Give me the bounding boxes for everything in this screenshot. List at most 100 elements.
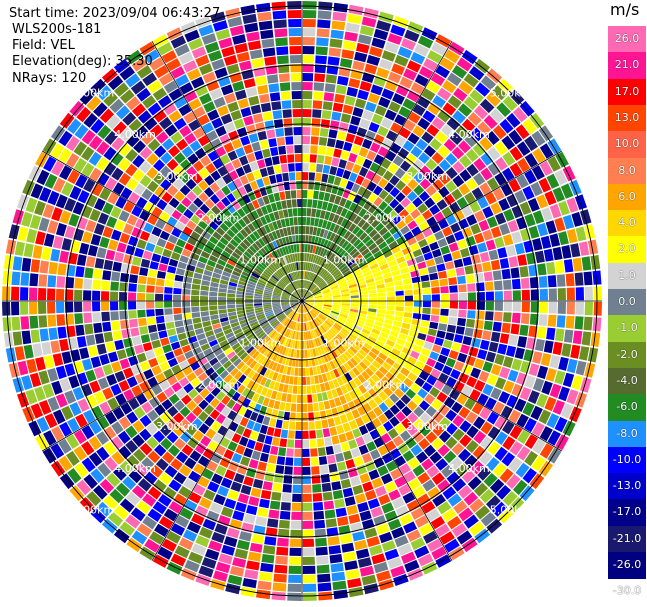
radar-gate <box>531 165 545 180</box>
radar-gate <box>141 132 155 145</box>
radar-gate <box>136 196 148 209</box>
radar-gate <box>307 394 313 403</box>
radar-gate <box>261 554 275 564</box>
radar-gate <box>516 141 531 156</box>
radar-gate <box>445 180 457 193</box>
radar-gate <box>347 245 355 254</box>
radar-gate <box>204 41 220 54</box>
radar-gate <box>316 564 330 574</box>
radar-gate <box>304 291 309 298</box>
radar-gate <box>458 80 474 95</box>
radar-gate <box>311 466 320 475</box>
radar-gate <box>164 465 178 478</box>
radar-gate <box>339 283 348 289</box>
radar-gate <box>158 516 174 530</box>
radar-gate <box>524 375 536 389</box>
radar-gate <box>339 313 348 319</box>
radar-gate <box>181 197 192 208</box>
radar-gate <box>566 197 579 213</box>
radar-gate <box>211 58 225 71</box>
radar-gate <box>268 370 275 380</box>
radar-gate <box>294 367 299 376</box>
radar-gate <box>288 565 302 574</box>
radar-gate <box>312 287 319 294</box>
radar-gate <box>348 513 361 524</box>
radar-gate <box>339 414 348 424</box>
radar-gate <box>342 422 352 433</box>
radar-gate <box>407 457 420 470</box>
radar-gate <box>304 304 310 311</box>
radar-gate <box>545 368 557 382</box>
radar-gate <box>302 280 305 289</box>
radar-gate <box>110 383 122 396</box>
radar-gate <box>291 358 296 367</box>
radar-gate <box>413 406 425 418</box>
radar-gate <box>458 448 471 462</box>
radar-gate <box>69 185 82 200</box>
radar-gate <box>372 360 382 369</box>
radar-gate <box>445 261 455 270</box>
radar-gate <box>386 291 395 297</box>
radar-gate <box>273 291 282 296</box>
radar-gate <box>540 353 552 367</box>
radar-gate <box>291 511 302 520</box>
radar-gate <box>223 142 234 153</box>
radar-gate <box>223 54 238 66</box>
radar-gate <box>104 411 118 425</box>
radar-gate <box>264 120 275 130</box>
radar-gate <box>285 287 293 293</box>
radar-gate <box>282 266 288 275</box>
radar-gate <box>200 285 210 291</box>
radar-gate <box>391 63 405 76</box>
radar-gate <box>202 377 212 387</box>
radar-gate <box>511 383 523 397</box>
radar-gate <box>311 287 319 293</box>
radar-gate <box>254 293 263 297</box>
radar-gate <box>359 80 372 92</box>
radar-gate <box>494 446 508 461</box>
radar-gate <box>458 301 467 310</box>
radar-gate <box>425 158 438 171</box>
radar-gate <box>94 198 106 211</box>
radar-gate <box>294 253 298 262</box>
radar-gate <box>236 290 245 295</box>
radar-gate <box>233 413 243 424</box>
radar-gate <box>574 316 584 330</box>
radar-gate <box>337 75 349 86</box>
radar-gate <box>230 274 240 281</box>
radar-gate <box>216 352 226 361</box>
radar-gate <box>473 105 489 120</box>
radar-gate <box>227 304 236 309</box>
radar-gate <box>168 444 181 457</box>
radar-gate <box>430 315 440 323</box>
radar-gate <box>291 82 302 91</box>
radar-gate <box>222 208 232 218</box>
radar-gate <box>352 107 364 118</box>
radar-gate <box>308 253 312 262</box>
radar-gate <box>138 317 147 327</box>
radar-gate <box>305 331 308 340</box>
radar-gate <box>393 573 409 586</box>
radar-gate <box>295 235 299 244</box>
radar-gate <box>314 305 322 309</box>
radar-gate <box>566 301 575 315</box>
radar-gate <box>419 178 431 190</box>
radar-gate <box>237 260 246 268</box>
radar-gate <box>246 346 255 354</box>
radar-gate <box>337 461 347 472</box>
radar-gate <box>395 306 404 312</box>
radar-gate <box>142 342 153 352</box>
radar-gate <box>272 240 279 250</box>
radar-gate <box>311 208 317 217</box>
radar-gate <box>284 328 290 337</box>
radar-gate <box>217 75 231 87</box>
radar-gate <box>289 311 295 319</box>
radar-gate <box>193 197 204 208</box>
radar-gate <box>395 84 409 97</box>
radar-gate <box>343 270 352 277</box>
radar-gate <box>507 369 519 383</box>
radar-gate <box>329 472 340 482</box>
radar-gate <box>300 289 302 297</box>
radar-gate <box>398 209 409 219</box>
radar-gate <box>384 194 394 205</box>
